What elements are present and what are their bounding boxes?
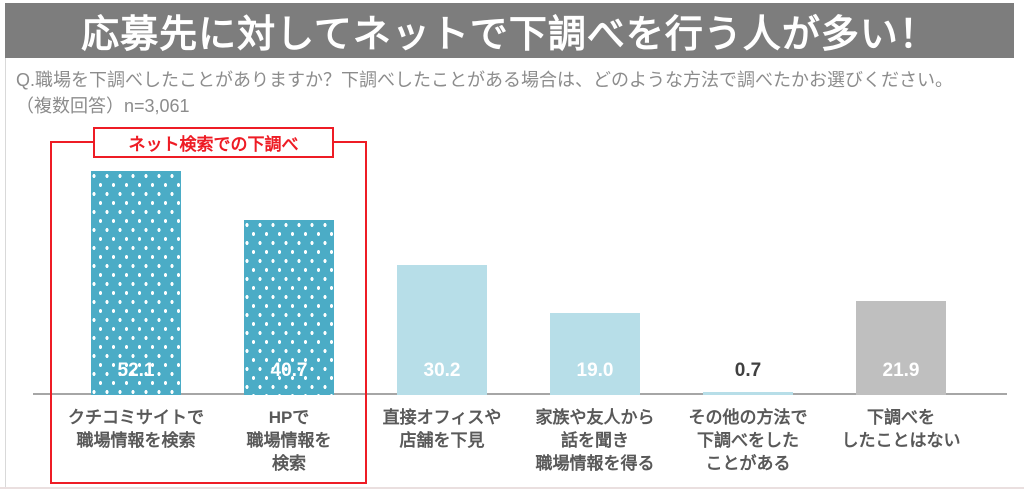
bar-6-value-label: 21.9 (882, 360, 920, 381)
bar-4-value-label: 19.0 (576, 360, 614, 381)
question-line-2: （複数回答）n=3,061 (16, 96, 190, 116)
highlight-label: ネット検索での下調べ (128, 135, 299, 154)
slide-left-edge (5, 58, 6, 488)
bar-2 (244, 220, 334, 395)
bar-2-category-label: HPで 職場情報を 検索 (246, 408, 332, 473)
highlight-rectangle (50, 141, 367, 484)
bottom-divider (0, 487, 1024, 489)
x-axis-line (33, 393, 1007, 395)
bar-3-category-label: 直接オフィスや 店舗を下見 (382, 408, 502, 450)
bar-chart: 52.1 クチコミサイトで 職場情報を検索 40.7 HPで 職場情報を 検索 30.2… (33, 171, 1007, 473)
bar-1 (91, 171, 181, 395)
title-banner: 応募先に対してネットで下調べを行う人が多い！ (5, 3, 1014, 58)
bar-4-category-label: 家族や友人から 話を聞き 職場情報を得る (535, 408, 655, 473)
bar-1-category-label: クチコミサイトで 職場情報を検索 (68, 408, 204, 450)
bar-3-value-label: 30.2 (423, 360, 461, 381)
bar-5-category-label: その他の方法で 下調べをした ことがある (688, 408, 808, 473)
bar-3 (397, 265, 487, 395)
bar-4 (550, 313, 640, 395)
page-title: 応募先に対してネットで下調べを行う人が多い！ (81, 14, 938, 56)
question-line-1: Q.職場を下調べしたことがありますか？下調べしたことがある場合は、どのような方法… (16, 70, 953, 90)
bar-5 (703, 392, 793, 395)
bar-6-category-label: 下調べを したことはない (841, 408, 961, 450)
bar-5-value-label: 0.7 (734, 360, 762, 381)
highlight-label-box: ネット検索での下調べ (93, 127, 334, 158)
survey-question: Q.職場を下調べしたことがありますか？下調べしたことがある場合は、どのような方法… (16, 67, 1016, 119)
bar-2-value-label: 40.7 (270, 360, 308, 381)
bar-1-value-label: 52.1 (117, 360, 155, 381)
bar-6 (856, 301, 946, 395)
